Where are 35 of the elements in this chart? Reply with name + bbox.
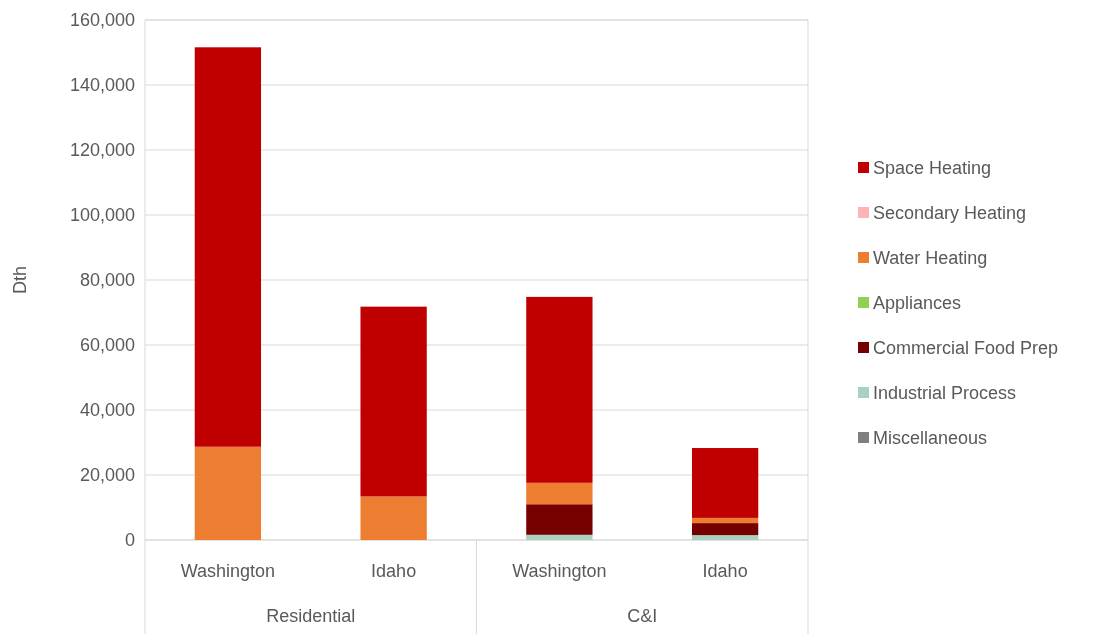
y-tick-label: 140,000 (69, 75, 135, 96)
legend-label: Miscellaneous (873, 428, 988, 449)
bar (691, 448, 759, 518)
bar (194, 446, 262, 540)
bar (691, 517, 759, 524)
legend-label: Industrial Process (873, 383, 1017, 404)
legend-label: Commercial Food Prep (873, 338, 1059, 359)
legend-label: Space Heating (873, 158, 992, 179)
y-axis-title: Dth (10, 265, 31, 295)
legend-label: Appliances (873, 293, 962, 314)
y-tick-label: 120,000 (69, 140, 135, 161)
bar (526, 534, 593, 540)
x-tick-label: Idaho (371, 561, 417, 581)
x-tick-label: Idaho (702, 561, 748, 581)
bar (360, 306, 427, 497)
y-tick-label: 20,000 (79, 465, 135, 486)
legend-label: Secondary Heating (873, 203, 1027, 224)
y-tick-label: 0 (124, 530, 135, 551)
x-tick-label: Washington (180, 561, 276, 581)
bar (691, 523, 759, 536)
y-tick-label: 40,000 (79, 400, 135, 421)
bar (526, 296, 593, 483)
y-tick-label: 80,000 (79, 270, 135, 291)
bar (691, 535, 759, 540)
text: Residential (266, 606, 356, 626)
bar (526, 482, 593, 505)
bar (360, 496, 427, 540)
y-tick-label: 160,000 (69, 10, 135, 31)
x-tick-label: Washington (512, 561, 607, 581)
y-tick-label: 60,000 (79, 335, 135, 356)
bar (526, 504, 593, 535)
text: C&I (627, 606, 658, 626)
y-tick-label: 100,000 (69, 205, 135, 226)
legend-label: Water Heating (873, 248, 988, 269)
bar (194, 47, 262, 447)
